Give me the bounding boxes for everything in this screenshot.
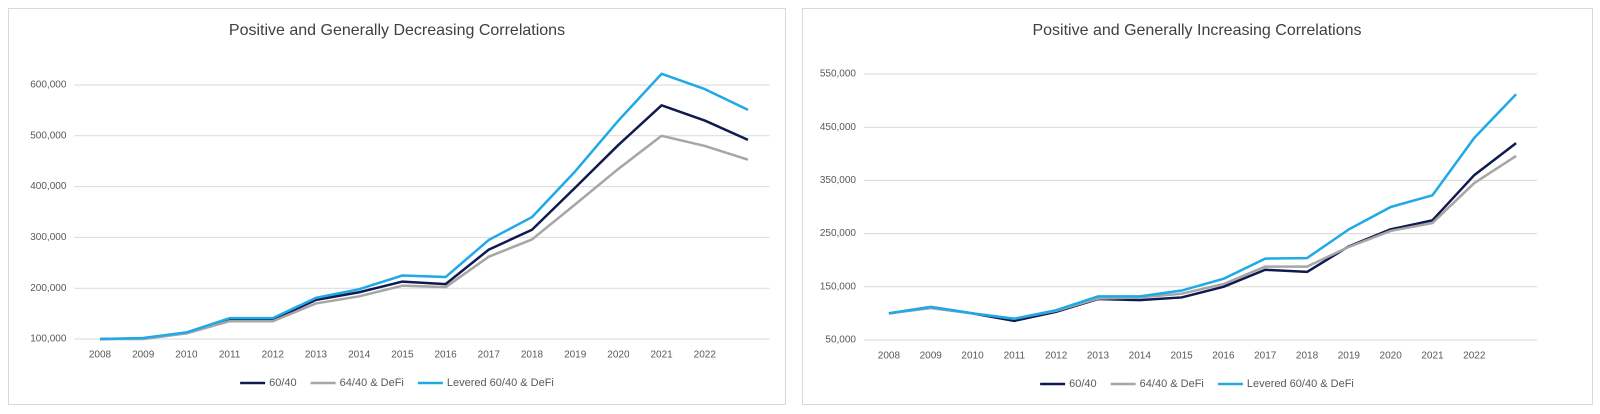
series-line <box>99 72 749 341</box>
legend-label: 64/40 & DeFi <box>340 377 404 389</box>
y-tick-label: 350,000 <box>820 175 857 186</box>
x-tick-label: 2012 <box>262 350 285 361</box>
y-tick-label: 50,000 <box>825 335 856 346</box>
x-tick-label: 2022 <box>1463 351 1486 362</box>
legend-label: Levered 60/40 & DeFi <box>447 377 554 389</box>
x-tick-label: 2008 <box>878 351 901 362</box>
x-tick-label: 2020 <box>1380 351 1403 362</box>
series-line <box>888 93 1517 320</box>
x-tick-label: 2015 <box>1170 351 1193 362</box>
x-tick-label: 2016 <box>1212 351 1235 362</box>
x-tick-label: 2011 <box>1004 351 1026 362</box>
x-tick-label: 2008 <box>89 350 112 361</box>
x-tick-label: 2018 <box>1296 351 1319 362</box>
x-tick-label: 2019 <box>564 350 587 361</box>
y-tick-label: 300,000 <box>30 232 67 243</box>
legend-label: Levered 60/40 & DeFi <box>1247 378 1354 390</box>
x-tick-label: 2016 <box>434 350 457 361</box>
x-tick-label: 2013 <box>305 350 328 361</box>
y-tick-label: 550,000 <box>820 69 857 80</box>
x-tick-label: 2014 <box>1129 351 1152 362</box>
x-tick-label: 2010 <box>961 351 984 362</box>
panel <box>802 8 1593 405</box>
y-tick-label: 400,000 <box>30 181 67 192</box>
x-tick-label: 2018 <box>521 350 544 361</box>
y-tick-label: 600,000 <box>30 80 67 91</box>
x-tick-label: 2021 <box>650 350 673 361</box>
chart-title: Positive and Generally Decreasing Correl… <box>229 22 565 39</box>
legend-label: 60/40 <box>1069 378 1097 390</box>
x-tick-label: 2011 <box>219 350 241 361</box>
x-tick-label: 2019 <box>1338 351 1361 362</box>
y-tick-label: 200,000 <box>30 283 67 294</box>
x-tick-label: 2017 <box>1254 351 1277 362</box>
x-tick-label: 2009 <box>920 351 943 362</box>
x-tick-label: 2009 <box>132 350 155 361</box>
x-tick-label: 2020 <box>607 350 630 361</box>
y-tick-label: 150,000 <box>820 281 857 292</box>
y-tick-label: 100,000 <box>30 334 67 345</box>
x-tick-label: 2012 <box>1045 351 1068 362</box>
chart-title: Positive and Generally Increasing Correl… <box>1032 22 1361 39</box>
series-line <box>100 134 749 341</box>
x-tick-label: 2022 <box>694 350 717 361</box>
legend-label: 60/40 <box>269 377 297 389</box>
x-tick-label: 2015 <box>391 350 414 361</box>
y-tick-label: 450,000 <box>820 122 857 133</box>
y-tick-label: 500,000 <box>30 130 67 141</box>
legend-label: 64/40 & DeFi <box>1140 378 1204 390</box>
y-tick-label: 250,000 <box>820 228 857 239</box>
panel <box>8 8 786 405</box>
x-tick-label: 2017 <box>478 350 501 361</box>
x-tick-label: 2021 <box>1421 351 1444 362</box>
x-tick-label: 2014 <box>348 350 371 361</box>
x-tick-label: 2010 <box>175 350 198 361</box>
x-tick-label: 2013 <box>1087 351 1110 362</box>
